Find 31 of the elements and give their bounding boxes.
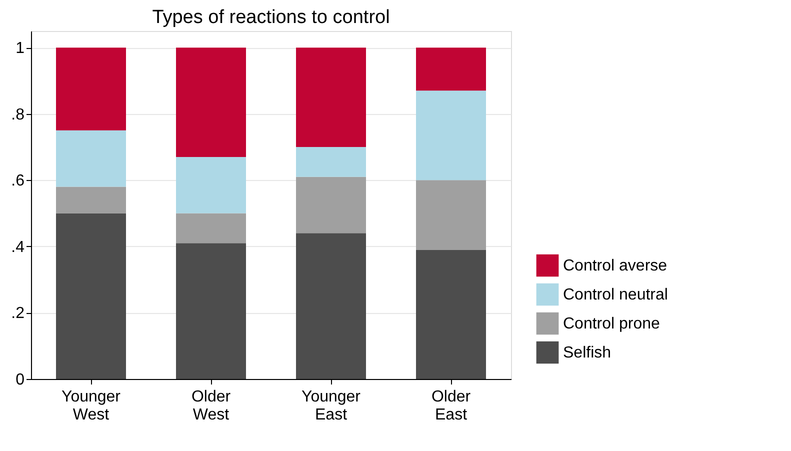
- bar: [176, 156, 246, 214]
- y-tick-label: .6: [11, 172, 25, 190]
- bar: [56, 186, 126, 214]
- chart-title: Types of reactions to control: [152, 7, 390, 28]
- bar: [416, 90, 486, 180]
- bar: [176, 243, 246, 379]
- bar: [296, 176, 366, 234]
- bar: [416, 250, 486, 379]
- legend-label: Selfish: [563, 344, 612, 362]
- y-tick-label: .2: [11, 305, 25, 322]
- bar: [296, 147, 366, 177]
- bar: [56, 130, 126, 187]
- x-tick-label: Older West: [191, 388, 232, 424]
- legend-label: Control averse: [563, 258, 668, 274]
- legend-label: Control prone: [563, 316, 660, 332]
- x-tick-label: Younger East: [301, 388, 362, 424]
- x-tick-label: Older East: [431, 388, 472, 424]
- y-tick-label: .4: [11, 238, 25, 256]
- bar: [416, 180, 486, 250]
- y-tick-label: 1: [16, 40, 25, 58]
- bar: [296, 48, 366, 147]
- bar: [56, 48, 126, 130]
- x-tick-label: Younger West: [61, 388, 122, 424]
- bar: [56, 213, 126, 379]
- bar: [296, 233, 366, 379]
- bar: [176, 213, 246, 244]
- legend-label: Control neutral: [563, 286, 668, 304]
- y-tick-label: .8: [11, 106, 25, 124]
- y-tick-label: 0: [16, 372, 25, 388]
- bar: [416, 48, 486, 91]
- bar: [176, 48, 246, 157]
